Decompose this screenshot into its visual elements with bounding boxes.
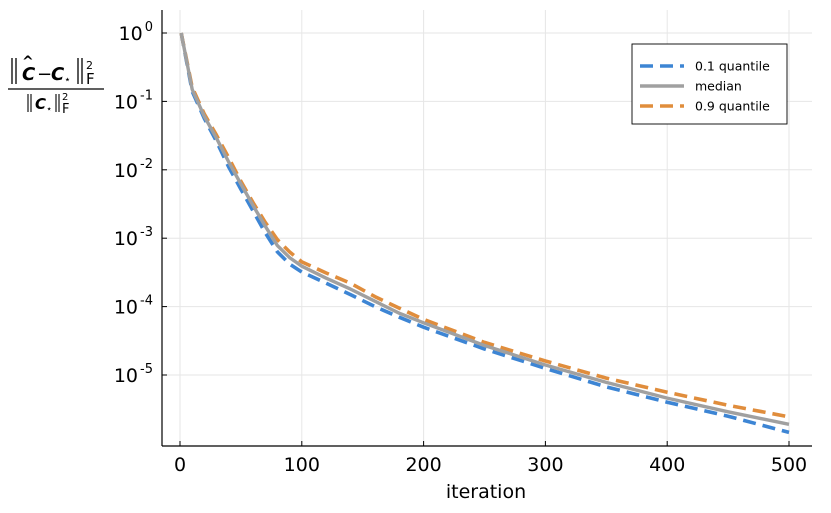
svg-text:F: F (62, 102, 69, 117)
legend: 0.1 quantile median 0.9 quantile (631, 43, 788, 125)
legend-label: 0.1 quantile (695, 59, 770, 74)
svg-text:C: C (22, 64, 36, 85)
series-line-median (179, 32, 790, 426)
series-lines (179, 32, 790, 435)
legend-box (631, 43, 788, 125)
svg-text:⋆: ⋆ (64, 73, 71, 86)
y-tick-label: 10 -5 (114, 362, 153, 387)
legend-label: median (695, 79, 742, 94)
x-tick-label: 400 (649, 454, 685, 476)
y-tick-label: 10 0 (119, 20, 153, 45)
svg-text:−: − (37, 64, 52, 85)
x-tick-label: 100 (284, 454, 320, 476)
grid (162, 10, 812, 446)
svg-text:C: C (35, 95, 46, 113)
y-tick-label: 10 -1 (114, 88, 153, 113)
legend-label: 0.9 quantile (695, 99, 770, 114)
svg-text:2: 2 (62, 92, 68, 103)
svg-text:C: C (51, 64, 65, 85)
y-tick-label: 10 -4 (114, 294, 153, 319)
x-axis-title: iteration (446, 481, 526, 503)
svg-text:2: 2 (86, 59, 93, 72)
svg-text:^: ^ (22, 54, 34, 70)
series-line-0-1-quantile (179, 32, 790, 435)
x-tick-label: 0 (174, 454, 186, 476)
y-axis-title: C ^ − C ⋆ 2 F C ⋆ 2 F (8, 54, 104, 117)
axes (161, 10, 812, 447)
x-tick-label: 500 (771, 454, 807, 476)
y-tick-label: 10 -2 (114, 157, 153, 182)
svg-text:⋆: ⋆ (46, 104, 52, 115)
x-tick-label: 300 (527, 454, 563, 476)
y-tick-label: 10 -3 (114, 225, 153, 250)
x-tick-label: 200 (405, 454, 441, 476)
svg-text:F: F (86, 70, 95, 88)
